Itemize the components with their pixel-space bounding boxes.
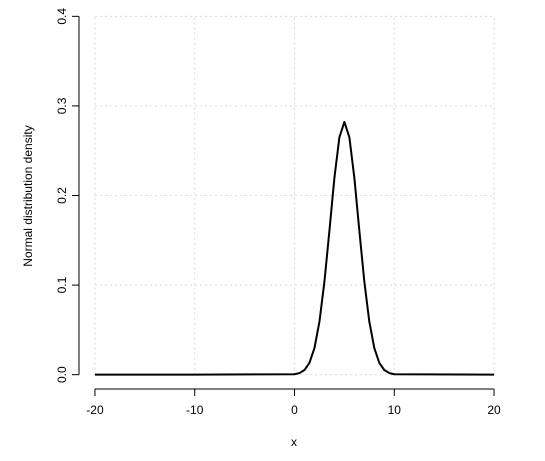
x-axis-label: x — [291, 435, 297, 449]
y-tick-label: 0.0 — [55, 366, 69, 383]
x-tick-label: 0 — [291, 403, 298, 417]
y-tick-label: 0.2 — [55, 187, 69, 204]
y-axis-label: Normal distribution density — [21, 125, 35, 266]
x-tick-label: 20 — [487, 403, 501, 417]
x-tick-label: -10 — [186, 403, 204, 417]
x-tick-label: -20 — [86, 403, 104, 417]
x-tick-label: 10 — [388, 403, 402, 417]
y-tick-label: 0.1 — [55, 276, 69, 293]
y-tick-label: 0.4 — [55, 8, 69, 25]
density-line — [94, 120, 495, 376]
y-tick-label: 0.3 — [55, 97, 69, 114]
